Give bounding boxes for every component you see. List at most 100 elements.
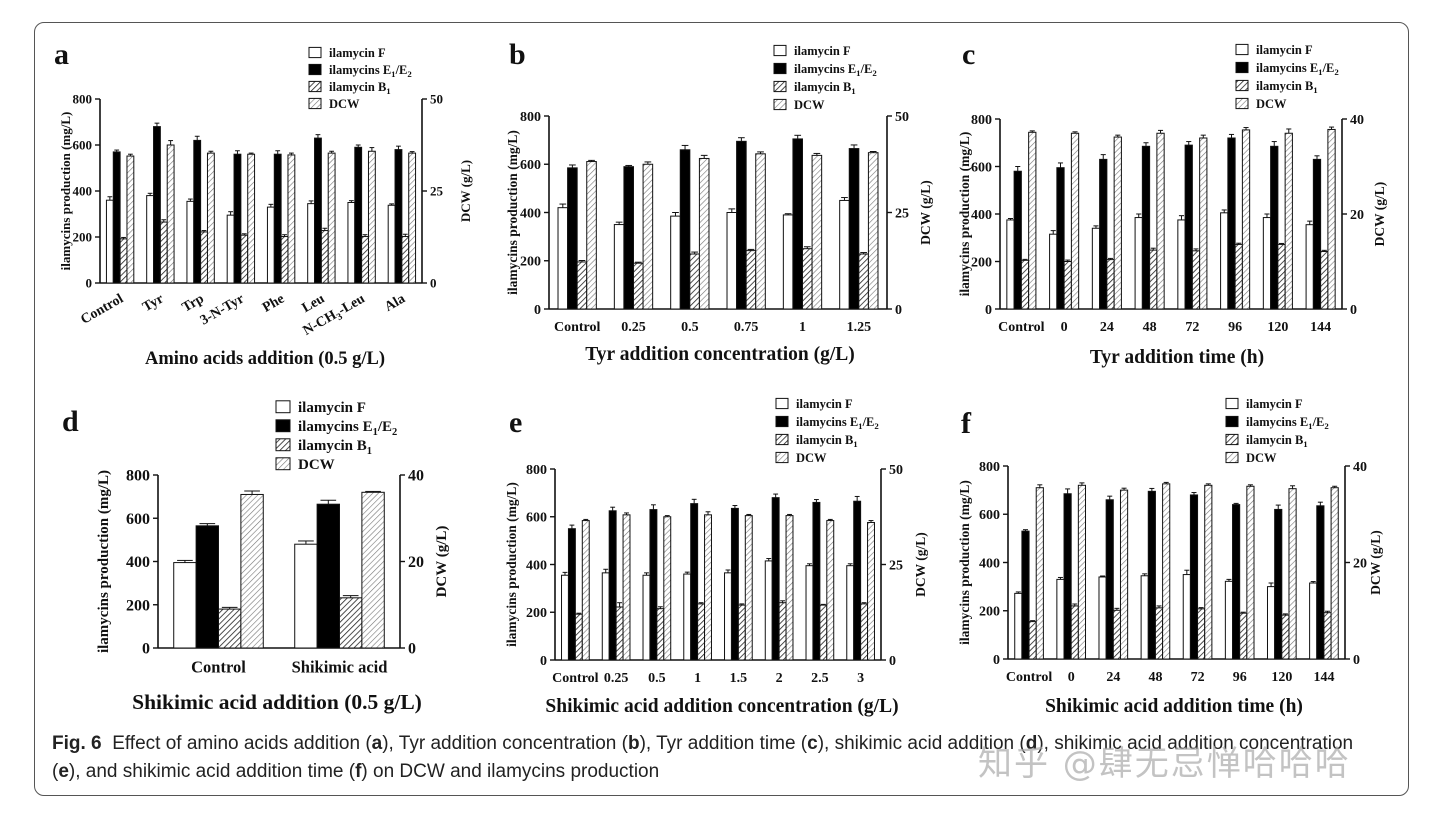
bar-c [1184,144,1193,310]
y-tick-label: 600 [526,511,547,526]
bar-f [1147,490,1156,660]
figure-caption: Fig. 6 Effect of amino acids addition (a… [52,730,1382,786]
bar-e [785,515,794,661]
x-tick-label: 96 [1228,320,1242,335]
y2-tick-label: 25 [895,206,909,221]
bar-e [642,574,651,661]
bar-f [1119,489,1129,660]
y-tick-label: 800 [971,113,992,128]
bar-f [1098,576,1107,660]
bar-b [782,214,794,310]
bar-c [1070,132,1080,310]
bar-d [173,562,197,649]
bar-f [1028,621,1037,660]
legend-swatch [275,457,291,471]
bar-f [1224,580,1234,660]
bar-c [1156,132,1165,310]
legend-label: ilamycins E1/E2 [796,415,879,431]
x-tick-label: 3-N-Tyr [198,291,247,328]
bar-a [320,230,329,284]
bar-e [771,497,780,661]
x-tick-label: Control [554,320,601,335]
bar-e [730,507,739,661]
legend-swatch [308,80,322,93]
bar-c [1241,129,1251,310]
legend-swatch [275,419,291,433]
watermark: 知乎 @肆无忌惮哈哈哈 [978,744,1351,784]
bar-e [826,520,835,661]
x-tick-label: 0.5 [648,671,666,686]
caption-fragment: ) on DCW and ilamycins production [361,761,660,782]
y2-tick-label: 25 [889,558,903,573]
y-tick-label: 400 [73,184,93,199]
bar-c [1270,145,1279,310]
legend-swatch [775,397,789,410]
x-tick-label: 144 [1310,320,1331,335]
legend-swatch [308,46,322,59]
caption-fragment: ), shikimic acid addition concentration … [52,733,1354,782]
y-tick-label: 400 [526,558,547,573]
x-tick-label: Ala [382,291,408,314]
bar-f [1330,487,1339,660]
bar-b [839,199,850,310]
legend-swatch [1235,97,1249,110]
y2-tick-label: 50 [889,463,903,478]
y-tick-label: 600 [971,160,992,175]
bar-e [663,516,672,661]
legend-label: DCW [329,97,360,111]
caption-fragment: ), Tyr addition time ( [639,733,808,754]
bar-a [354,146,363,284]
legend-label: ilamycin F [298,400,366,416]
legend-label: ilamycin F [794,44,851,58]
bar-a [166,144,175,284]
bar-f [1316,505,1325,660]
chart-panel-c: c 0 200 400 600 800 0 20 40 ilamycins production … [957,38,1387,368]
x-tick-label: Shikimic acid [292,658,388,677]
bar-a [193,139,202,284]
bar-c [1099,158,1108,310]
bar-f [1112,609,1121,660]
bar-c [1020,259,1030,310]
x-tick-label: Control [998,320,1045,335]
caption-fragment: ), shikimic acid addition ( [817,733,1026,754]
legend-label: ilamycins E1/E2 [794,62,877,78]
bar-c [1106,259,1115,310]
bar-a [112,151,121,284]
chart-panel-e: e 0 200 400 600 800 0 25 50 ilamycins production … [504,397,928,717]
x-tick-label: 48 [1143,320,1157,335]
legend-label: DCW [1246,451,1277,465]
bar-f [1070,605,1079,660]
x-tick-label: 0.25 [621,320,646,335]
bar-c [1305,224,1314,310]
panel-letter: f [961,407,972,440]
chart-panel-f: f 0 200 400 600 800 0 20 40 ilamycins production … [957,397,1383,717]
legend-label: ilamycin B1 [1256,79,1318,95]
y2-tick-label: 20 [1350,208,1364,223]
caption-panel-letter: d [1025,733,1038,754]
x-tick-label: Control [78,291,126,327]
bar-e [683,573,692,661]
legend-label: ilamycins E1/E2 [298,419,397,438]
y2-tick-label: 0 [408,641,416,658]
y-tick-label: 600 [520,158,541,173]
figure-frame [34,22,1409,796]
bar-c [1063,261,1072,310]
bar-a [159,221,168,284]
legend-label: ilamycin B1 [794,80,856,96]
legend-label: DCW [796,451,827,465]
y-tick-label: 200 [526,606,547,621]
bar-c [1006,219,1015,310]
legend-label: DCW [298,457,335,473]
legend-swatch [773,44,787,57]
legend-label: ilamycin F [1256,43,1313,57]
bar-e [860,603,869,661]
bar-a [153,126,161,284]
bar-c [1262,217,1272,310]
bar-e [601,572,610,661]
bar-c [1234,243,1243,310]
x-tick-label: Phe [260,291,287,315]
bar-b [586,161,597,310]
bar-e [649,509,658,661]
bar-e [846,565,855,661]
y2-tick-label: 25 [430,184,444,199]
